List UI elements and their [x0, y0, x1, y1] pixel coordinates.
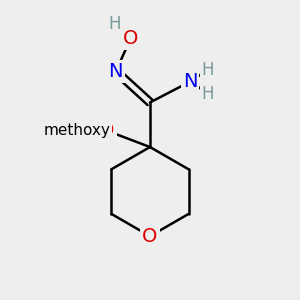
Text: O: O	[99, 121, 115, 140]
Text: methoxy: methoxy	[44, 123, 111, 138]
Text: O: O	[123, 29, 138, 48]
Text: H: H	[108, 15, 121, 33]
Text: O: O	[142, 227, 158, 246]
Text: N: N	[183, 72, 197, 91]
Text: H: H	[202, 85, 214, 103]
Text: N: N	[109, 62, 123, 81]
Text: H: H	[202, 61, 214, 79]
